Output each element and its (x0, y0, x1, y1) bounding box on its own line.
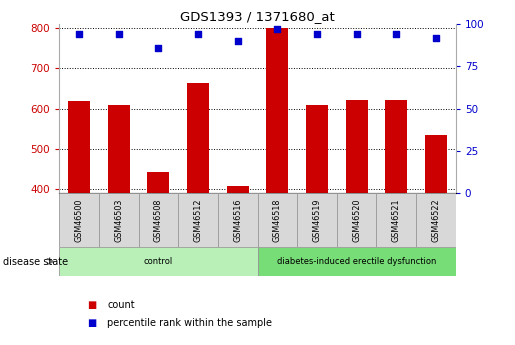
Bar (416, 193, 456, 247)
Text: GSM46500: GSM46500 (75, 198, 83, 241)
Bar (266, 28, 288, 193)
Text: diabetes-induced erectile dysfunction: diabetes-induced erectile dysfunction (277, 257, 436, 266)
Point (352, 31, 360, 37)
Title: GDS1393 / 1371680_at: GDS1393 / 1371680_at (180, 10, 335, 23)
Bar (227, 186, 249, 193)
Bar (59, 193, 99, 247)
Bar (218, 193, 258, 247)
Text: control: control (144, 257, 173, 266)
Point (194, 31, 202, 37)
Bar (385, 100, 407, 193)
Text: ■: ■ (88, 318, 97, 327)
Text: GSM46512: GSM46512 (194, 198, 202, 242)
Bar (258, 193, 297, 247)
Bar (306, 105, 328, 193)
Bar (139, 193, 178, 247)
Text: GSM46519: GSM46519 (313, 198, 321, 242)
Text: GSM46520: GSM46520 (352, 198, 361, 242)
Text: disease state: disease state (3, 257, 67, 266)
Bar (68, 101, 90, 193)
Bar (59, 247, 258, 276)
Text: count: count (107, 300, 135, 310)
Bar (297, 193, 337, 247)
Text: GSM46522: GSM46522 (432, 198, 440, 242)
Point (114, 31, 123, 37)
Bar (258, 247, 456, 276)
Bar (108, 106, 130, 193)
Bar (346, 100, 368, 193)
Text: GSM46516: GSM46516 (233, 198, 242, 241)
Text: GSM46503: GSM46503 (114, 198, 123, 241)
Text: percentile rank within the sample: percentile rank within the sample (107, 318, 272, 327)
Point (392, 31, 401, 37)
Bar (178, 193, 218, 247)
Point (432, 35, 440, 40)
Point (233, 38, 242, 44)
Bar (99, 193, 139, 247)
Text: GSM46508: GSM46508 (154, 198, 163, 241)
Text: GSM46521: GSM46521 (392, 198, 401, 242)
Text: ■: ■ (88, 300, 97, 310)
Bar (187, 83, 209, 193)
Bar (376, 193, 416, 247)
Point (313, 31, 321, 37)
Bar (425, 135, 447, 193)
Bar (337, 193, 376, 247)
Point (273, 27, 281, 32)
Bar (147, 172, 169, 193)
Point (154, 45, 162, 51)
Text: GSM46518: GSM46518 (273, 198, 282, 241)
Point (75, 31, 83, 37)
